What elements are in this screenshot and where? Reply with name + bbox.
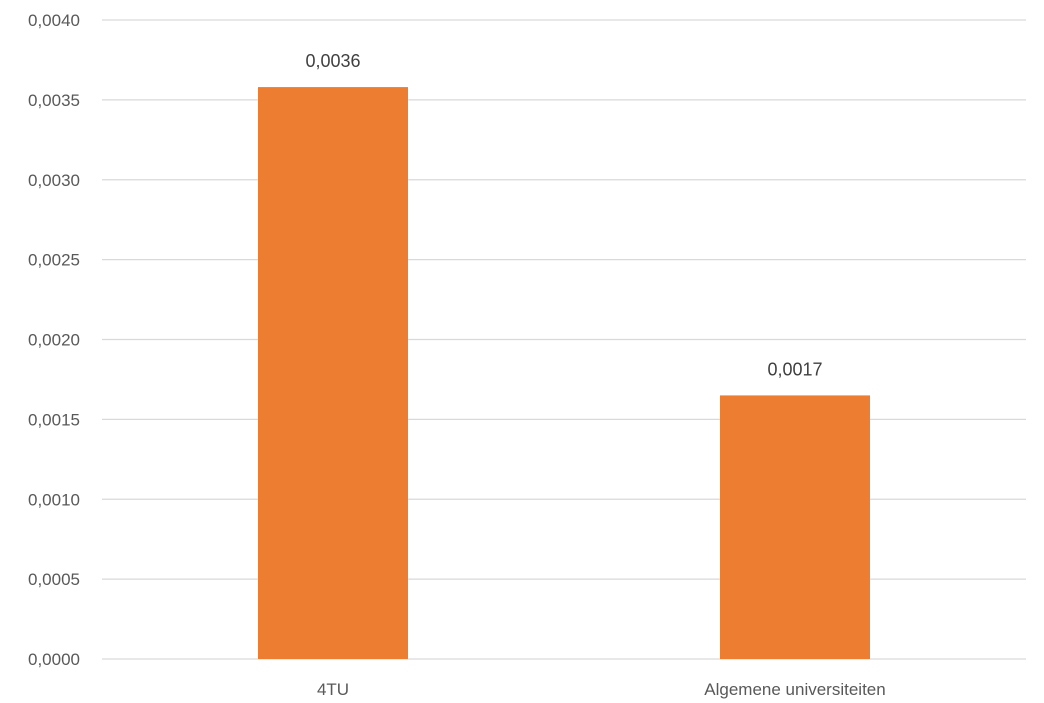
bar [720, 395, 870, 659]
y-tick-label: 0,0025 [28, 251, 80, 270]
y-tick-label: 0,0030 [28, 171, 80, 190]
y-tick-label: 0,0040 [28, 11, 80, 30]
bar [258, 87, 408, 660]
y-tick-label: 0,0000 [28, 650, 80, 669]
x-axis-category-labels: 4TU Algemene universiteiten [317, 680, 886, 699]
gridlines [102, 19, 1026, 660]
bars [258, 87, 870, 660]
y-tick-label: 0,0015 [28, 410, 80, 429]
x-category-label: Algemene universiteiten [704, 680, 885, 699]
y-tick-label: 0,0005 [28, 570, 80, 589]
y-axis-tick-labels: 0,0000 0,0005 0,0010 0,0015 0,0020 0,0025 0,00… [28, 11, 80, 669]
y-tick-label: 0,0020 [28, 331, 80, 350]
y-tick-label: 0,0010 [28, 490, 80, 509]
data-label: 0,0017 [767, 359, 822, 379]
x-category-label: 4TU [317, 680, 349, 699]
data-labels: 0,0036 0,0017 [305, 51, 822, 379]
data-label: 0,0036 [305, 51, 360, 71]
y-tick-label: 0,0035 [28, 91, 80, 110]
